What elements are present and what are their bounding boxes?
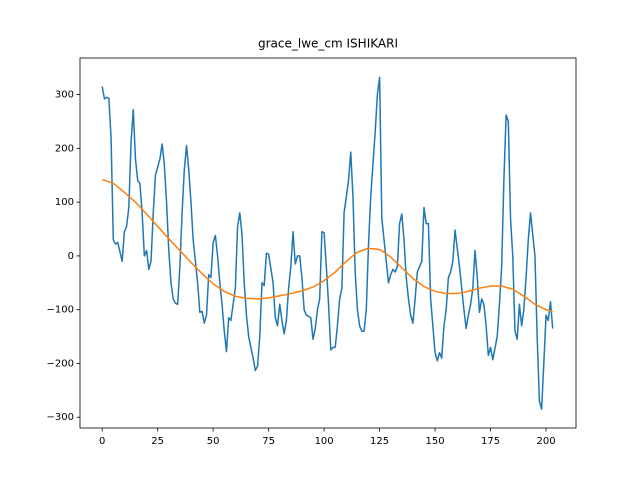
y-tick-label: −100 bbox=[47, 305, 74, 316]
x-tick-label: 125 bbox=[370, 436, 389, 447]
x-tick-label: 50 bbox=[207, 436, 220, 447]
x-tick-label: 175 bbox=[481, 436, 500, 447]
x-tick-label: 25 bbox=[151, 436, 164, 447]
x-tick-label: 200 bbox=[536, 436, 555, 447]
line bbox=[101, 178, 553, 313]
y-tick-label: 200 bbox=[55, 143, 74, 154]
plot-frame bbox=[79, 57, 577, 429]
x-tick-label: 0 bbox=[99, 436, 105, 447]
x-tick-label: 75 bbox=[262, 436, 275, 447]
x-tick-label: 150 bbox=[426, 436, 445, 447]
y-tick-label: 0 bbox=[68, 251, 74, 262]
chart-title: grace_lwe_cm ISHIKARI bbox=[258, 37, 398, 51]
y-tick-label: −200 bbox=[47, 358, 74, 369]
y-tick-label: −300 bbox=[47, 412, 74, 423]
x-tick-label: 100 bbox=[315, 436, 334, 447]
y-tick-label: 100 bbox=[55, 197, 74, 208]
y-tick-label: 300 bbox=[55, 90, 74, 101]
line bbox=[101, 76, 554, 410]
